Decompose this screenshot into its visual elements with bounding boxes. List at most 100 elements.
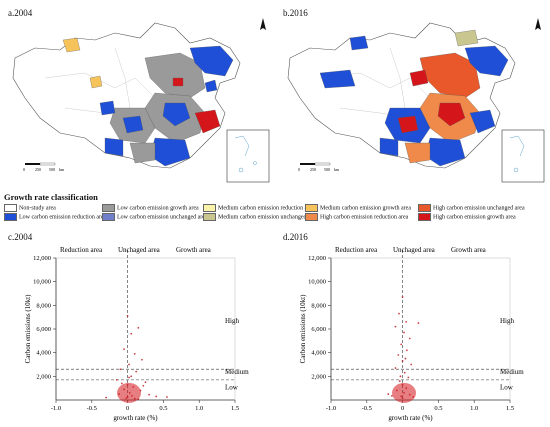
x-tick-label: 1.5 [231, 405, 239, 412]
data-point [133, 352, 136, 355]
data-point [166, 396, 168, 398]
y-tick-label: 6,000 [311, 326, 326, 333]
x-tick-label: -1.0 [326, 405, 336, 412]
svg-text:km: km [59, 167, 65, 172]
legend-label: High carbon emission unchanged area [433, 205, 525, 212]
y-axis-label: Carbon emissions (10kt) [299, 294, 307, 363]
legend-item: High carbon emission reduction area [305, 213, 408, 221]
zone-label: Reduction area [335, 246, 378, 254]
zone-label: Growth area [176, 246, 212, 254]
x-tick-label: -0.5 [87, 405, 97, 412]
x-tick-label: 0.5 [434, 405, 442, 412]
map-2016: N 0 250 500 km [287, 18, 545, 183]
x-axis-label: growth rate (%) [388, 414, 433, 422]
data-point [115, 378, 118, 381]
legend-item: Low carbon emission growth area [102, 204, 199, 212]
scale-bar [25, 162, 56, 166]
data-point [394, 325, 397, 328]
svg-text:km: km [334, 167, 340, 172]
y-tick-label: 12,000 [33, 255, 51, 262]
data-point [400, 343, 403, 346]
data-point [405, 349, 408, 352]
svg-text:250: 250 [35, 167, 41, 172]
data-point [399, 375, 402, 378]
data-point [123, 348, 125, 351]
data-point [155, 395, 158, 398]
legend-label: Low carbon emission reduction area [19, 214, 107, 221]
y-tick-label: 4,000 [311, 350, 326, 357]
y-tick-label: 12,000 [308, 255, 326, 262]
legend-swatch [4, 213, 17, 221]
data-point [128, 376, 130, 379]
data-point [144, 381, 147, 384]
y-tick-label: 6,000 [36, 326, 51, 333]
data-point [141, 358, 143, 361]
data-point [401, 360, 404, 362]
data-point [403, 331, 405, 334]
zone-label: Unchaged area [393, 246, 436, 254]
legend-item: High carbon emission growth area [418, 213, 516, 221]
level-label: High [500, 317, 515, 325]
svg-text:N: N [259, 18, 263, 19]
legend-item: Medium carbon emission unchanged area [203, 213, 318, 221]
y-tick-label: 10,000 [308, 279, 326, 286]
legend-item: Non-study area [4, 204, 56, 212]
x-tick-label: 1.0 [195, 405, 203, 412]
data-point [398, 380, 401, 382]
data-point [397, 354, 400, 356]
x-tick-label: 0.5 [159, 405, 167, 412]
data-point [148, 393, 150, 396]
y-tick-label: 10,000 [33, 279, 51, 286]
legend-label: High carbon emission growth area [433, 214, 516, 221]
svg-text:250: 250 [310, 167, 316, 172]
legend-swatch [418, 213, 431, 221]
data-point [417, 322, 420, 324]
data-point [142, 384, 145, 387]
legend-item: Medium carbon emission growth area [305, 204, 411, 212]
legend-title: Growth rate classification [4, 192, 98, 202]
data-point [407, 376, 410, 379]
svg-text:500: 500 [324, 167, 330, 172]
x-tick-label: -1.0 [51, 405, 61, 412]
y-axis-label: Carbon emissions (10kt) [24, 294, 32, 363]
legend-swatch [102, 213, 115, 221]
dense-cluster [392, 382, 417, 403]
legend-label: Low carbon emission growth area [117, 205, 199, 212]
china-outline [287, 22, 516, 169]
scatter-chart-2016: 2,000 4,000 6,000 8,000 10,000 12,000 -1.0 -0.5… [299, 246, 524, 422]
level-label: Low [500, 383, 514, 391]
svg-text:0: 0 [298, 167, 300, 172]
y-tick-label: 4,000 [36, 350, 51, 357]
panel-title-a: a.2004 [8, 8, 33, 18]
panel-title-c: c.2004 [8, 232, 33, 242]
zone-label: Growth area [451, 246, 487, 254]
legend-swatch [305, 204, 318, 212]
legend-swatch [418, 204, 431, 212]
svg-text:0: 0 [23, 167, 25, 172]
svg-text:500: 500 [49, 167, 55, 172]
data-point [128, 363, 130, 366]
legend-item: Low carbon emission unchanged area [102, 213, 208, 221]
inset-box [226, 129, 270, 183]
china-outline [12, 22, 241, 169]
x-tick-label: 0 [126, 405, 129, 412]
zone-label: Reduction area [60, 246, 103, 254]
x-tick-label: 1.0 [470, 405, 478, 412]
legend-item: Medium carbon emission reduction area [203, 204, 315, 212]
y-tick-label: 2,000 [36, 373, 51, 380]
y-tick-label: 8,000 [311, 302, 326, 309]
data-point [120, 382, 123, 385]
data-point [137, 326, 140, 329]
x-tick-label: 1.5 [506, 405, 514, 412]
panel-title-b: b.2016 [283, 8, 308, 18]
zone-label: Unchaged area [118, 246, 161, 254]
legend-label: Non-study area [19, 205, 56, 212]
data-point [126, 315, 129, 317]
data-point [404, 357, 407, 360]
data-point [398, 312, 400, 315]
svg-text:N: N [534, 18, 538, 19]
legend-item: High carbon emission unchanged area [418, 204, 525, 212]
x-tick-label: -0.5 [362, 405, 372, 412]
legend-item: Low carbon emission reduction area [4, 213, 106, 221]
legend-label: High carbon emission reduction area [320, 214, 409, 221]
